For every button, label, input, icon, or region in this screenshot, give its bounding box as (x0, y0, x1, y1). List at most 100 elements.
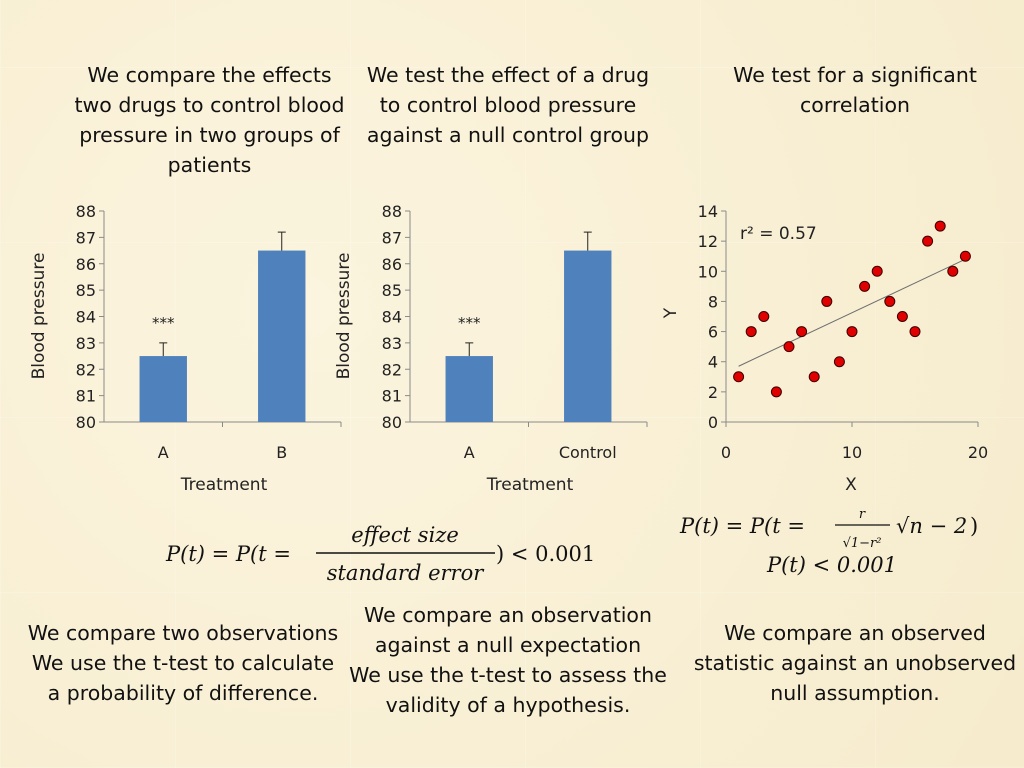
y-tick-label: 82 (76, 360, 96, 379)
data-point (846, 326, 858, 338)
y-tick-label: 12 (698, 232, 718, 251)
y-tick-label: 6 (708, 323, 718, 342)
caption-line: We test the effect of a drug (366, 63, 650, 87)
caption-top-middle: We test the effect of a drug to control … (358, 60, 658, 150)
y-tick-label: 83 (76, 334, 96, 353)
bar-chart-x-axis-label: Treatment (486, 475, 574, 495)
caption-line: pressure in two groups of (79, 123, 340, 147)
formula-right-close: ) (970, 514, 978, 538)
x-tick-label: B (276, 443, 287, 462)
y-tick-label: 85 (76, 281, 96, 300)
caption-line: against a null expectation (374, 633, 642, 657)
caption-top-right: We test for a significant correlation (700, 60, 1010, 120)
scatter-chart-correlation: Y X r² = 0.57 0 2 4 6 8 10 12 14 0 10 20 (661, 202, 988, 495)
x-tick-label: Control (559, 443, 617, 462)
data-point (796, 326, 808, 338)
formula-right-radical: √n − 2 (896, 514, 967, 538)
scatter-y-axis-label: Y (661, 307, 681, 319)
caption-bottom-middle: We compare an observation against a null… (340, 600, 676, 720)
formula-left-lhs: P(t) = P(t = (165, 542, 291, 566)
y-tick-label: 2 (708, 383, 718, 402)
formula-right-lhs: P(t) = P(t = (679, 514, 805, 538)
caption-line: statistic against an unobserved (693, 651, 1017, 675)
formula-left-rhs: ) < 0.001 (496, 542, 595, 566)
caption-line: We compare two observations (27, 621, 339, 645)
formula-right-denominator: √1−r² (843, 536, 882, 551)
formula-right-line2: P(t) < 0.001 (766, 553, 897, 577)
y-tick-label: 88 (76, 202, 96, 221)
data-point (833, 356, 845, 368)
caption-line: We compare the effects (87, 63, 332, 87)
data-point (783, 341, 795, 353)
bar (564, 250, 612, 422)
caption-line: patients (167, 153, 252, 177)
y-tick-label: 87 (382, 228, 402, 247)
formula-left: P(t) = P(t = effect size standard error … (165, 523, 595, 585)
y-tick-label: 0 (708, 413, 718, 432)
y-tick-label: 84 (76, 308, 96, 327)
y-tick-label: 80 (382, 413, 402, 432)
caption-line: a probability of difference. (47, 681, 319, 705)
data-point (859, 280, 871, 292)
caption-line: validity of a hypothesis. (385, 693, 631, 717)
caption-line: We compare an observed (724, 621, 986, 645)
data-point (871, 265, 883, 277)
x-tick-label: A (158, 443, 169, 462)
caption-line: two drugs to control blood (74, 93, 345, 117)
bar (258, 250, 306, 422)
caption-line: to control blood pressure (379, 93, 637, 117)
y-tick-label: 85 (382, 281, 402, 300)
caption-bottom-right: We compare an observed statistic against… (688, 618, 1022, 708)
bar-chart-drugs: Blood pressure Treatment 80 81 82 83 84 85 86 8… (29, 202, 342, 495)
caption-top-left: We compare the effects two drugs to cont… (62, 60, 357, 180)
caption-line: We use the t-test to calculate (31, 651, 335, 675)
y-tick-label: 88 (382, 202, 402, 221)
data-point (745, 326, 757, 338)
data-point (733, 371, 745, 383)
data-point (896, 311, 908, 322)
x-tick-label: A (464, 443, 475, 462)
bar-chart-x-axis-label: Treatment (180, 475, 268, 495)
bar-chart-y-axis-label: Blood pressure (334, 253, 354, 380)
significance-label: *** (152, 314, 175, 332)
caption-line: null assumption. (770, 681, 940, 705)
x-tick-label: 10 (842, 443, 862, 462)
data-point (959, 250, 971, 262)
data-point (934, 220, 946, 232)
data-point (770, 386, 782, 398)
formula-left-numerator: effect size (351, 523, 459, 547)
scatter-x-axis-label: X (845, 475, 857, 495)
bar (139, 356, 187, 422)
data-point (808, 371, 820, 383)
caption-line: We compare an observation (364, 603, 652, 627)
y-tick-label: 87 (76, 228, 96, 247)
r-squared-label: r² = 0.57 (740, 224, 817, 244)
data-point (947, 265, 959, 277)
y-tick-label: 81 (76, 387, 96, 406)
formula-left-denominator: standard error (327, 561, 486, 585)
x-tick-label: 0 (721, 443, 731, 462)
y-tick-label: 83 (382, 334, 402, 353)
y-tick-label: 4 (708, 353, 718, 372)
caption-line: against a null control group (366, 123, 650, 147)
y-tick-label: 81 (382, 387, 402, 406)
y-tick-label: 86 (76, 255, 96, 274)
x-tick-label: 20 (968, 443, 988, 462)
data-point (884, 295, 896, 307)
bar-chart-control: Blood pressure Treatment 80 81 82 83 84 85 86 8… (334, 202, 648, 495)
caption-bottom-left: We compare two observations We use the t… (18, 618, 348, 708)
data-point (909, 326, 921, 338)
y-tick-label: 82 (382, 360, 402, 379)
caption-line: We test for a significant (733, 63, 977, 87)
data-point (758, 311, 770, 322)
y-tick-label: 10 (698, 262, 718, 281)
y-tick-label: 8 (708, 292, 718, 311)
bar (445, 356, 493, 422)
formula-right-numerator: r (859, 507, 866, 522)
significance-label: *** (458, 314, 481, 332)
y-tick-label: 86 (382, 255, 402, 274)
trendline (738, 258, 966, 367)
caption-line: correlation (800, 93, 910, 117)
bar-chart-y-axis-label: Blood pressure (29, 253, 49, 380)
